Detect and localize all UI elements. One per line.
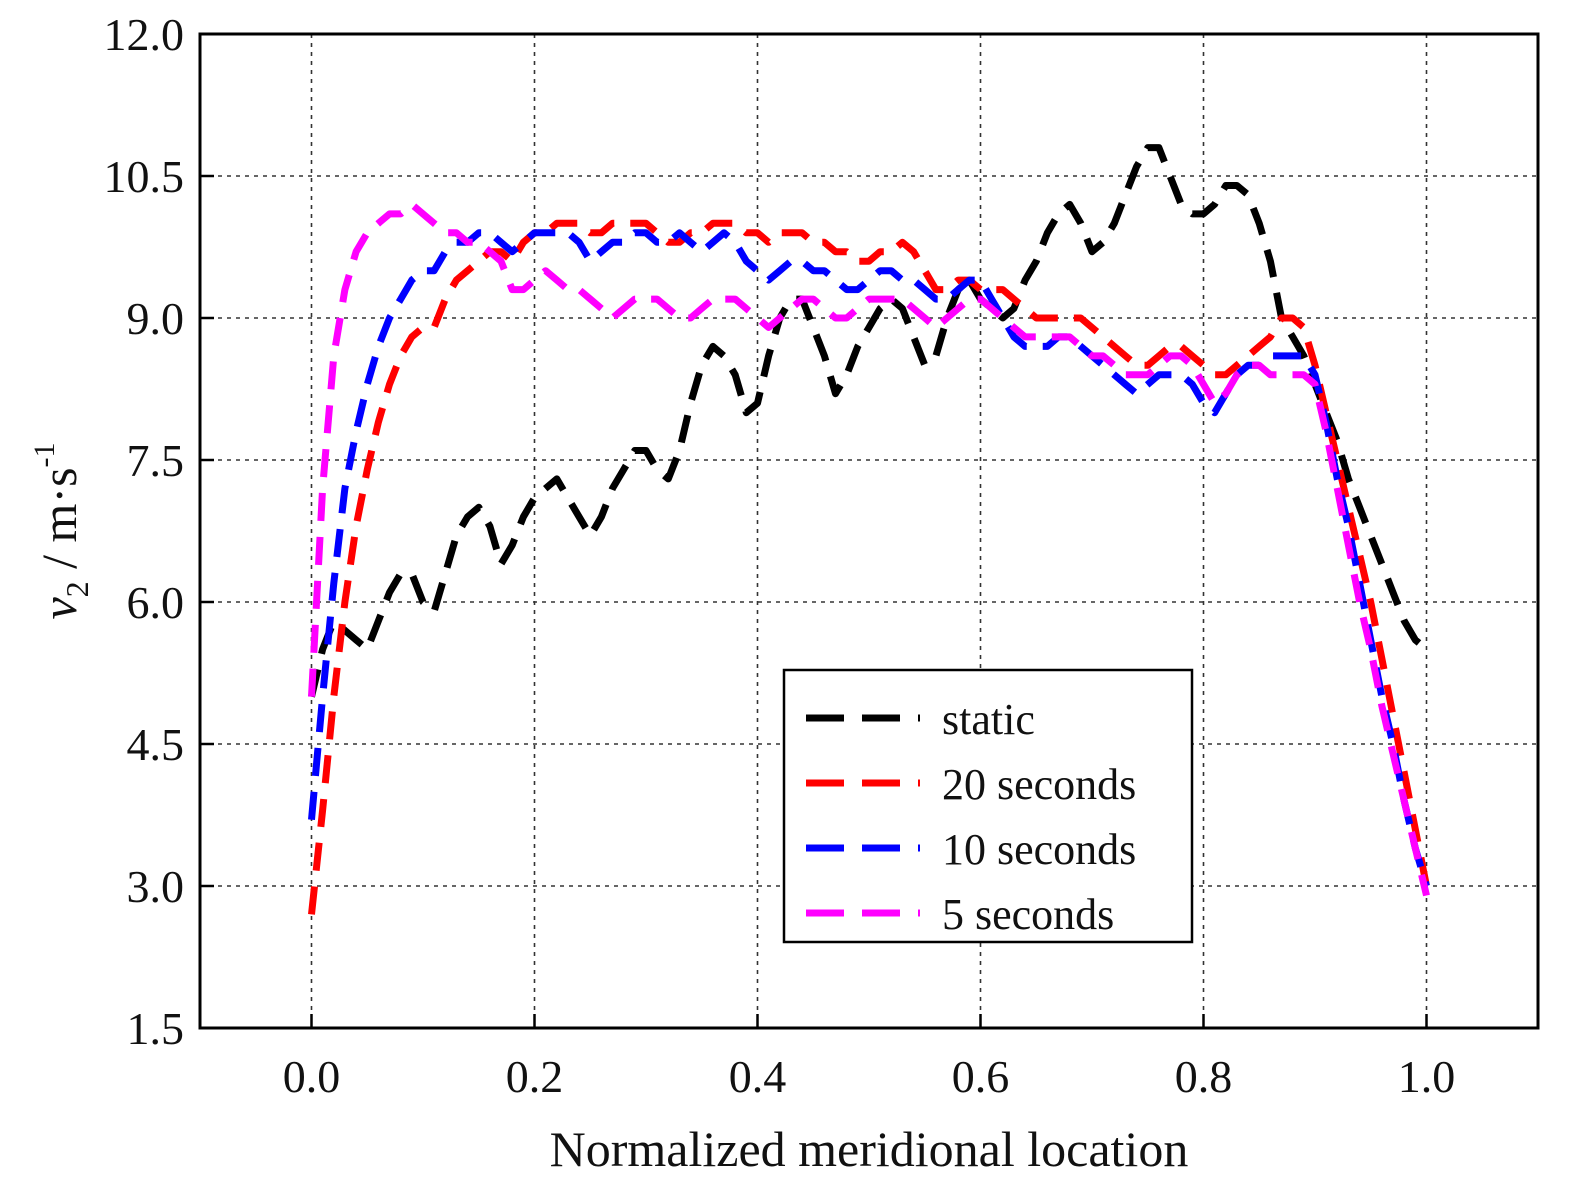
series-lines	[308, 144, 1430, 915]
y-tick-label: 7.5	[127, 435, 185, 486]
y-axis-subscript: 2	[59, 581, 95, 597]
series-line-20-seconds	[308, 219, 1430, 915]
y-axis-var: v	[31, 597, 87, 620]
x-tick-label: 0.4	[729, 1051, 787, 1102]
y-tick-label: 6.0	[127, 577, 185, 628]
legend-label: 5 seconds	[942, 890, 1114, 939]
y-axis-unit: / m·s	[31, 467, 87, 581]
x-tick-label: 0.6	[952, 1051, 1010, 1102]
legend: static 20 seconds 10 seconds 5 seconds	[782, 668, 1194, 944]
y-axis-superscript: -1	[28, 442, 61, 467]
legend-label: static	[942, 695, 1035, 744]
x-axis-title: Normalized meridional location	[550, 1121, 1189, 1177]
legend-box	[782, 668, 1194, 944]
x-tick-label: 0.2	[506, 1051, 564, 1102]
x-tick-label: 0.8	[1175, 1051, 1233, 1102]
y-tick-label: 9.0	[127, 293, 185, 344]
y-tick-label: 12.0	[104, 9, 185, 60]
y-tick-label: 10.5	[104, 151, 185, 202]
y-tick-label: 4.5	[127, 719, 185, 770]
legend-label: 10 seconds	[942, 825, 1136, 874]
series-line-10-seconds	[308, 229, 1430, 887]
x-tick-label: 0.0	[283, 1051, 341, 1102]
y-axis-title: v2 / m·s-1	[28, 442, 95, 619]
y-tick-label: 3.0	[127, 861, 185, 912]
plot-frame	[198, 32, 1540, 1030]
series-line-5-seconds	[308, 200, 1430, 897]
legend-label: 20 seconds	[942, 760, 1136, 809]
y-tick-label: 1.5	[127, 1003, 185, 1054]
axis-ticks: 0.0 0.2 0.4 0.6 0.8 1.0 1.5 3.0 4.5 6.0 7.5 9.0 10.5…	[104, 9, 1456, 1102]
series-line-static	[308, 144, 1429, 698]
x-tick-label: 1.0	[1398, 1051, 1456, 1102]
